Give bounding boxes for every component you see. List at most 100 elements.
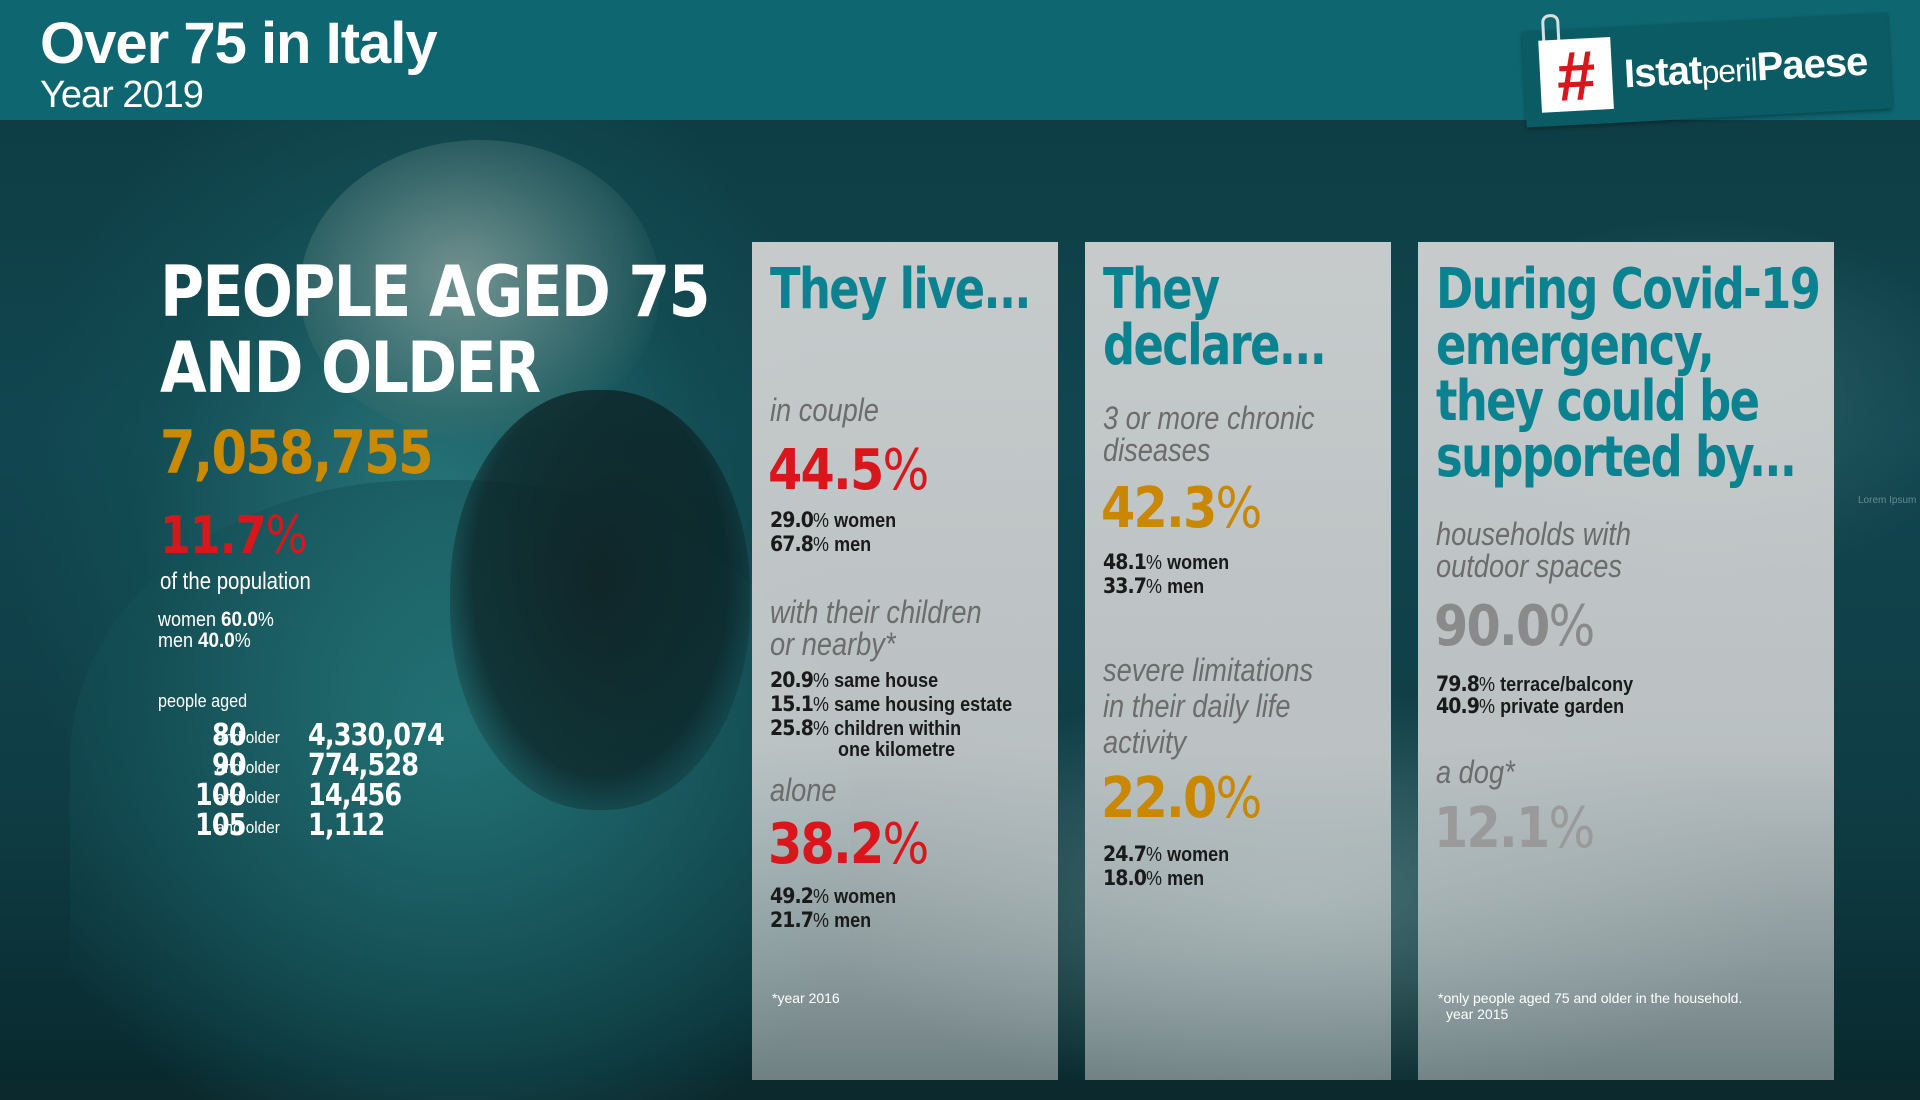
label-line: or nearby*	[770, 626, 896, 662]
in-couple-value: 44.5%	[768, 438, 930, 503]
chronic-men: 33.7% men	[1103, 574, 1204, 599]
pct-sign: %	[882, 438, 930, 503]
pct-sign: %	[813, 510, 830, 532]
value: 79.8	[1436, 672, 1480, 696]
page-subtitle: Year 2019	[40, 74, 204, 116]
men-label: men	[834, 534, 872, 556]
population-pct-value: 11.7	[160, 506, 267, 566]
outdoor-label: households with outdoor spaces	[1436, 518, 1631, 582]
page-title: Over 75 in Italy	[40, 11, 438, 76]
and-older-label: and older	[216, 728, 280, 747]
alone-label: alone	[770, 772, 837, 808]
private-garden: 40.9% private garden	[1436, 694, 1624, 719]
men-value: 40.0	[198, 629, 235, 652]
value: 29.0	[770, 508, 814, 532]
placeholder-text: Lorem Ipsum	[1858, 495, 1917, 506]
value: 20.9	[770, 668, 814, 692]
and-older-label: and older	[216, 788, 280, 807]
label-line: in their daily life	[1103, 688, 1291, 724]
value: 24.7	[1103, 842, 1147, 866]
men-share: men 40.0%	[158, 629, 251, 653]
children-label: with their children or nearby*	[770, 596, 982, 660]
men-label: men	[834, 910, 872, 932]
chronic-women: 48.1% women	[1103, 550, 1229, 575]
pct-sign: %	[234, 630, 251, 652]
panel-covid-support: During Covid-19 emergency, they could be…	[1418, 242, 1834, 1080]
population-label: of the population	[160, 568, 311, 595]
label: terrace/balcony	[1500, 674, 1634, 696]
title-line-1: PEOPLE AGED 75	[160, 251, 710, 333]
pct-sign: %	[813, 910, 830, 932]
heading-line: They	[1103, 257, 1220, 322]
label-line: activity	[1103, 724, 1187, 760]
label-line: outdoor spaces	[1436, 548, 1622, 584]
value: 21.7	[770, 908, 814, 932]
panel-they-declare: They declare... 3 or more chronic diseas…	[1085, 242, 1391, 1080]
label-line: households with	[1436, 516, 1632, 552]
men-label: men	[1167, 868, 1205, 890]
value: 33.7	[1103, 574, 1147, 598]
children-same-estate: 15.1% same housing estate	[770, 692, 1012, 717]
limitations-men: 18.0% men	[1103, 866, 1204, 891]
pct-sign: %	[1548, 796, 1596, 861]
women-label: women	[1167, 844, 1230, 866]
population-percentage: 11.7%	[160, 506, 308, 566]
pct-sign: %	[1146, 552, 1163, 574]
value: 48.1	[1103, 550, 1147, 574]
age-value: 80	[212, 718, 247, 753]
couple-women: 29.0% women	[770, 508, 896, 533]
children-same-house: 20.9% same house	[770, 668, 938, 693]
panel-heading: They live...	[770, 257, 1031, 322]
value: 90.0	[1434, 594, 1550, 659]
limitations-women: 24.7% women	[1103, 842, 1229, 867]
age-row: 90 and older 774,528	[158, 748, 478, 783]
label-line: with their children	[770, 594, 982, 630]
people-aged-title: PEOPLE AGED 75 AND OLDER	[160, 251, 710, 409]
value: 40.9	[1436, 694, 1480, 718]
women-label: women	[834, 510, 897, 532]
dog-label: a dog*	[1436, 754, 1515, 790]
men-label: men	[1167, 576, 1205, 598]
logo-text: IstatperilPaese	[1623, 40, 1868, 98]
pct-sign: %	[1215, 476, 1263, 541]
and-older-label: and older	[216, 758, 280, 777]
children-within-km-cont: one kilometre	[838, 738, 955, 762]
value: 49.2	[770, 884, 814, 908]
pct-sign: %	[1146, 576, 1163, 598]
women-label: women	[1167, 552, 1230, 574]
dog-value: 12.1%	[1434, 796, 1596, 861]
pct-sign: %	[1548, 594, 1596, 659]
outdoor-value: 90.0%	[1434, 594, 1596, 659]
limitations-label: severe limitations in their daily life a…	[1103, 652, 1313, 760]
hashtag-icon: #	[1538, 36, 1614, 116]
logo-text-part2: peril	[1700, 51, 1758, 91]
pct-sign: %	[813, 694, 830, 716]
women-share: women 60.0%	[158, 608, 274, 632]
heading-line: emergency,	[1436, 313, 1715, 378]
panel-they-live: They live... in couple 44.5% 29.0% women…	[752, 242, 1058, 1080]
age-value: 105	[195, 808, 247, 843]
age-value: 100	[195, 778, 247, 813]
title-line-2: AND OLDER	[160, 327, 541, 409]
label: same housing estate	[834, 694, 1013, 716]
value: 42.3	[1101, 476, 1217, 541]
age-row: 80 and older 4,330,074	[158, 718, 478, 753]
istat-logo[interactable]: # IstatperilPaese	[1521, 12, 1893, 128]
value: 15.1	[770, 692, 814, 716]
and-older-label: and older	[216, 818, 280, 837]
value: 22.0	[1101, 766, 1217, 831]
label-line: diseases	[1103, 432, 1211, 468]
value: 12.1	[1434, 796, 1550, 861]
alone-men: 21.7% men	[770, 908, 871, 933]
men-label: men	[158, 630, 194, 652]
children-within-km: 25.8% children within	[770, 716, 961, 741]
pct-sign: %	[1215, 766, 1263, 831]
label: children within	[834, 718, 962, 740]
heading-line: supported by...	[1436, 425, 1797, 490]
value: 38.2	[768, 812, 884, 877]
limitations-value: 22.0%	[1101, 766, 1263, 831]
alone-value: 38.2%	[768, 812, 929, 877]
pct-sign: %	[813, 534, 830, 556]
pct-sign: %	[257, 609, 274, 631]
alone-women: 49.2% women	[770, 884, 896, 909]
